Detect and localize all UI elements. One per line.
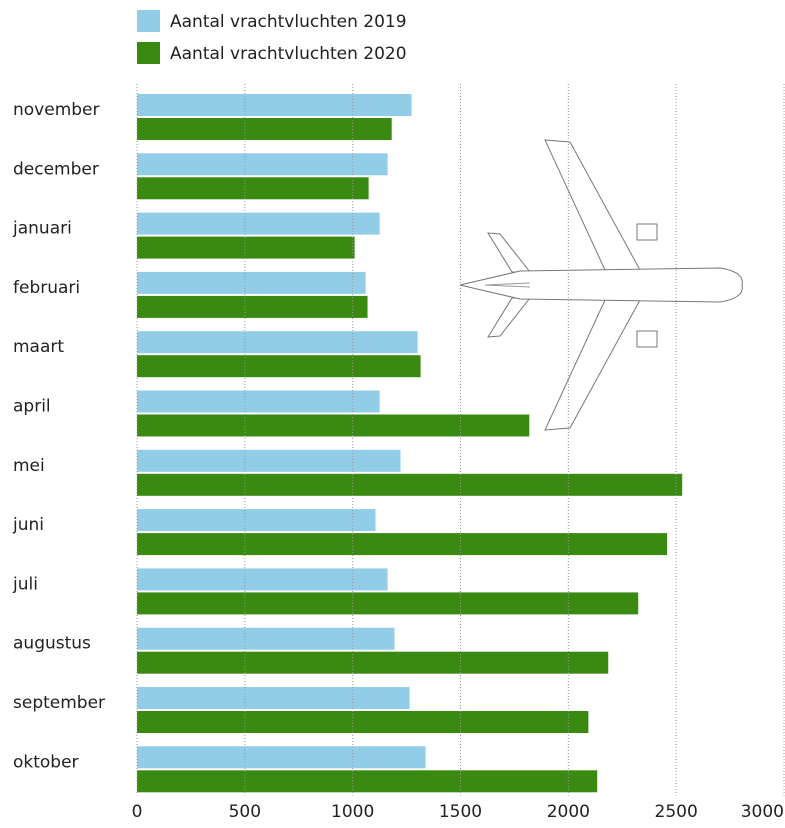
bar [137,295,368,318]
y-tick-label: mei [13,456,45,476]
bar [137,592,639,615]
bar [137,414,530,437]
bar [137,746,426,769]
legend-swatch [137,10,160,32]
bar [137,533,668,556]
y-tick-label: februari [13,278,80,298]
x-tick-label: 500 [229,802,261,822]
bar [137,153,388,176]
y-tick-label: juli [12,574,38,594]
x-tick-label: 3000 [741,802,784,822]
x-tick-label: 2000 [547,802,590,822]
y-tick-label: april [13,397,51,417]
bar [137,177,369,200]
bar [137,770,598,793]
x-tick-label: 1500 [439,802,482,822]
bar [137,651,609,674]
legend-label: Aantal vrachtvluchten 2020 [170,44,407,64]
y-tick-label: september [13,693,105,713]
y-tick-label: maart [13,337,64,357]
bar [137,271,366,294]
bar [137,236,355,259]
x-tick-label: 1000 [331,802,374,822]
bar [137,711,589,733]
bar [137,390,380,413]
bar [137,212,380,235]
x-tick-label: 0 [132,802,143,822]
bar [137,94,412,116]
legend-label: Aantal vrachtvluchten 2019 [170,12,407,32]
legend-swatch [137,42,160,64]
x-tick-label: 2500 [655,802,698,822]
y-tick-label: januari [12,219,72,239]
bar [137,627,395,650]
bar [137,355,421,378]
bar [137,687,410,709]
y-tick-label: augustus [13,634,91,654]
airplane-illustration [459,139,743,431]
bar [137,449,401,472]
bar [137,509,376,532]
bar [137,331,418,354]
y-tick-label: juni [12,515,44,535]
y-tick-label: oktober [13,752,79,772]
bar [137,473,683,496]
bar [137,568,388,591]
y-tick-label: november [13,100,100,120]
y-tick-label: december [13,159,99,179]
bar [137,118,392,140]
